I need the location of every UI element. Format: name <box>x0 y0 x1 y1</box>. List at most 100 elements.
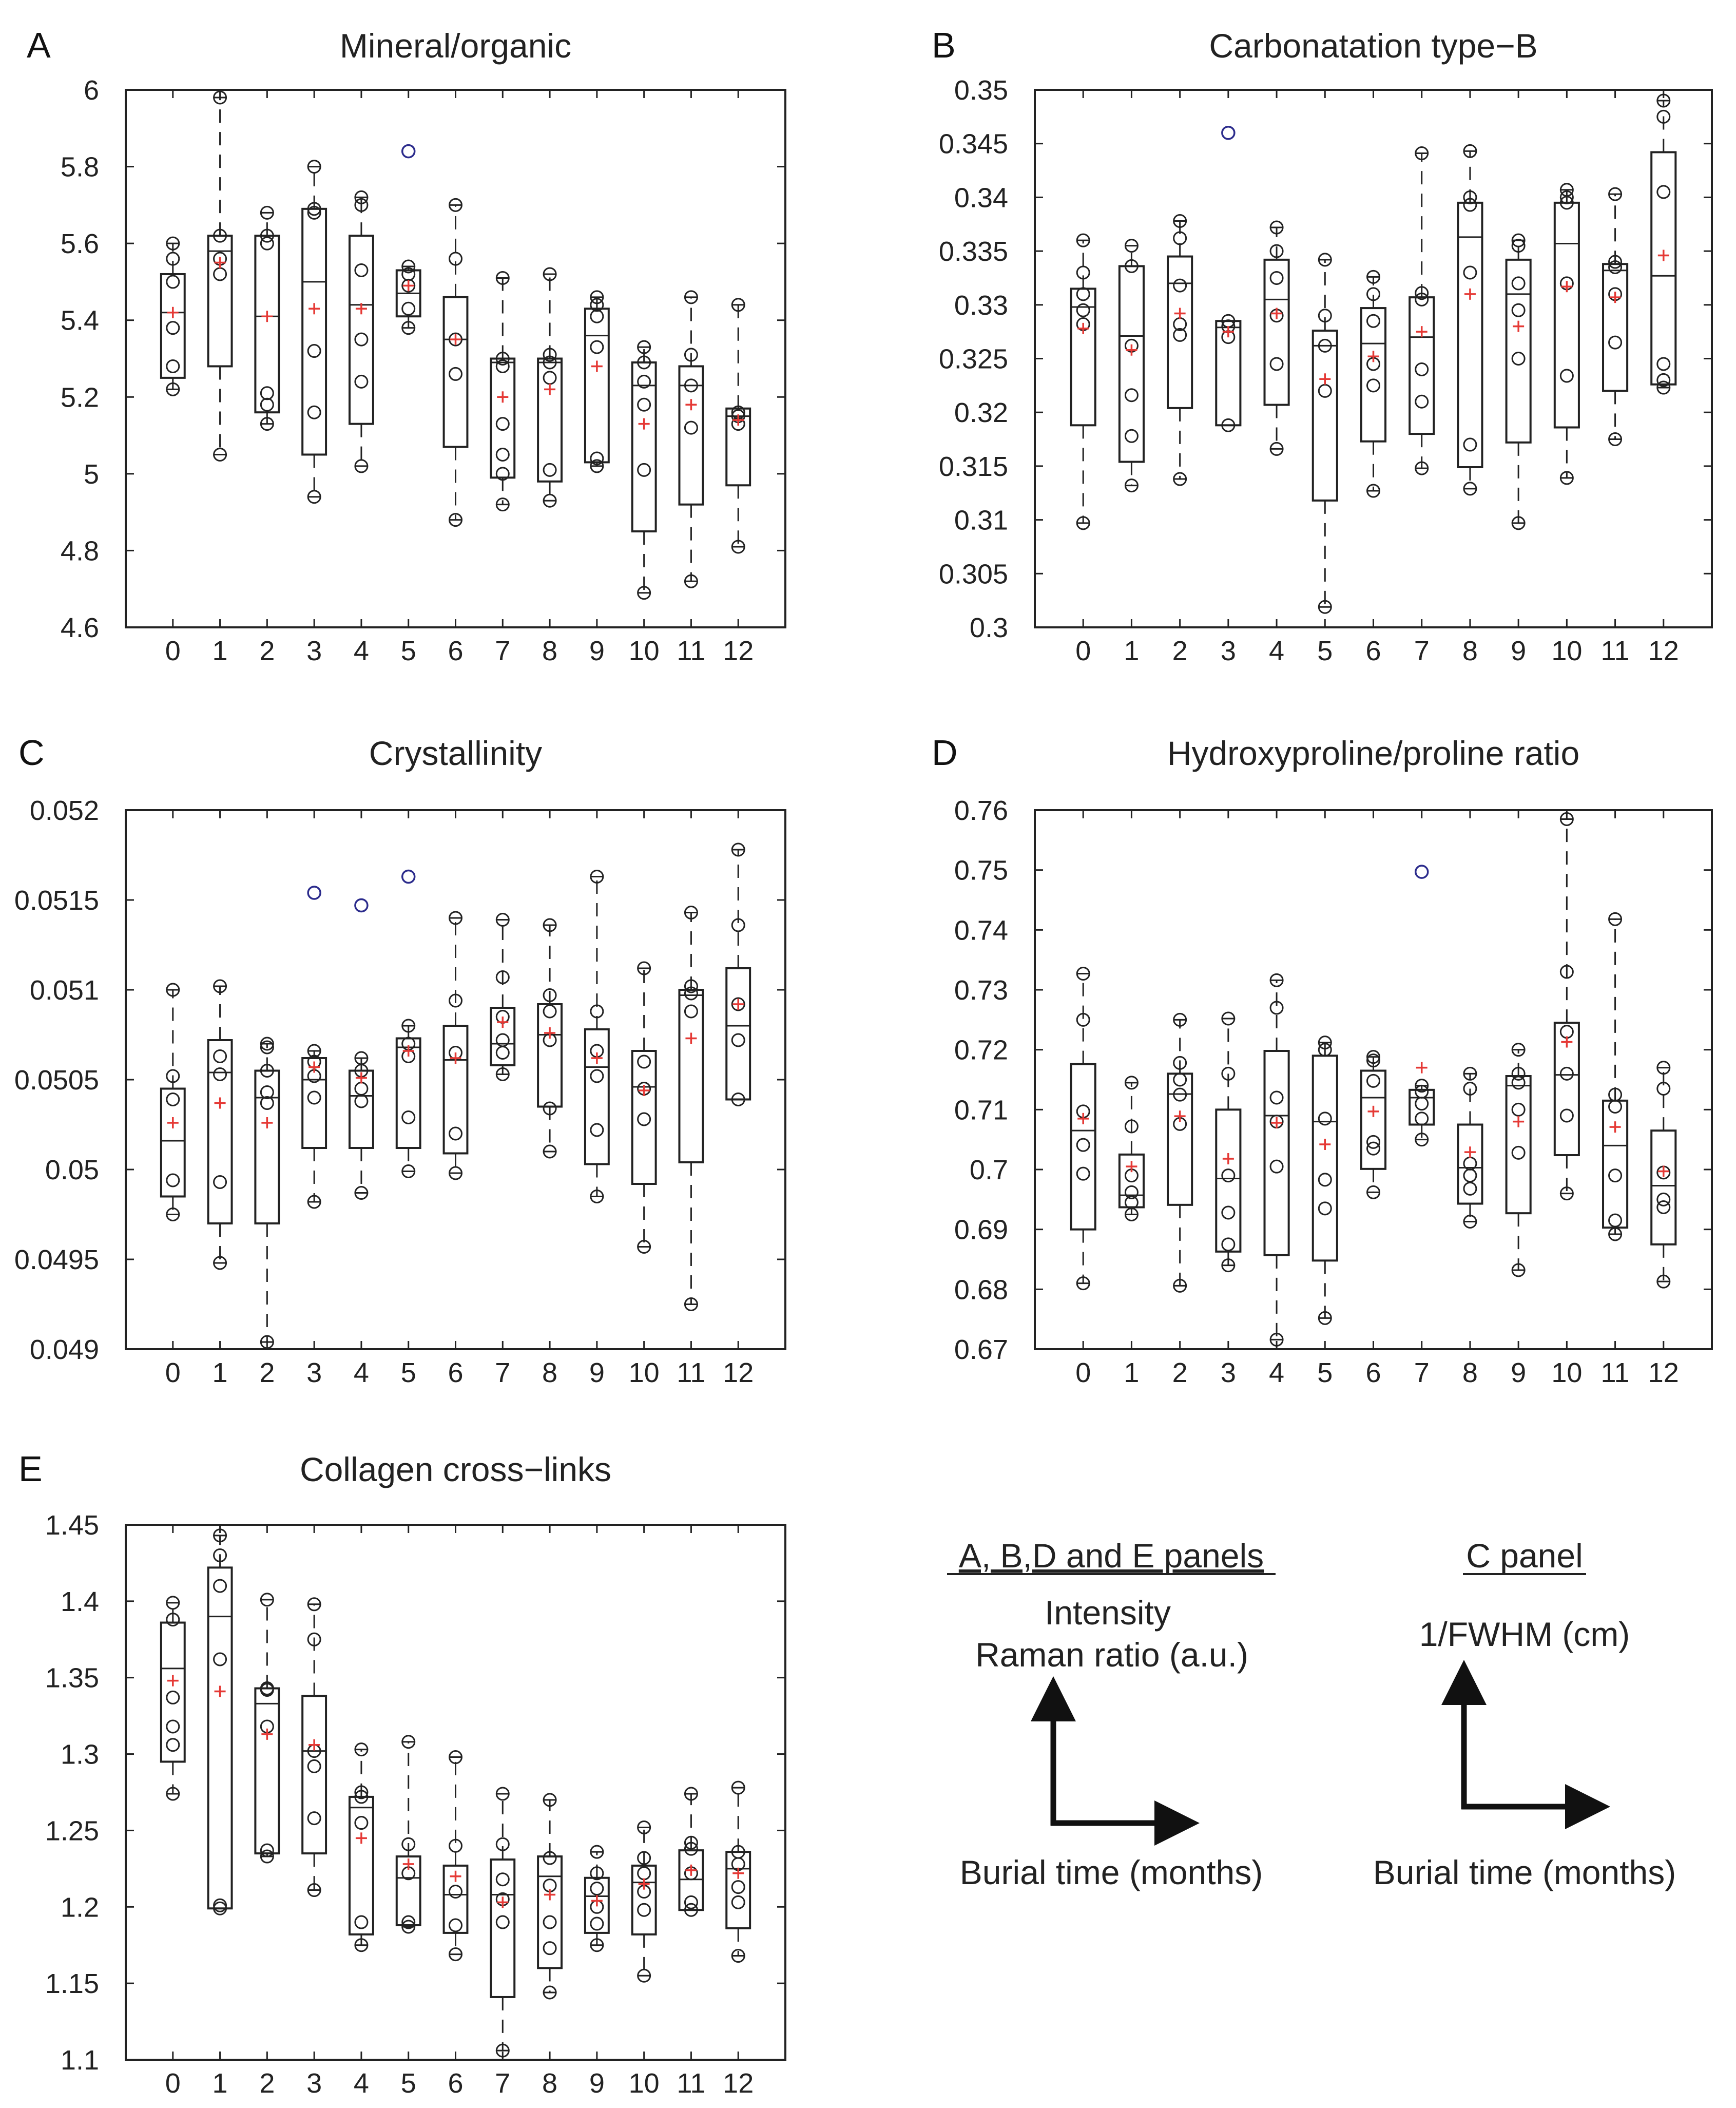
data-point <box>1366 1053 1380 1068</box>
box <box>1311 1055 1338 1262</box>
data-point <box>1318 1043 1332 1057</box>
box <box>537 1855 563 1969</box>
box-group-5 <box>1311 253 1338 614</box>
x-tick-label: 10 <box>1551 636 1582 666</box>
data-point <box>1221 1066 1236 1081</box>
data-point <box>1463 1215 1477 1229</box>
box-group-5 <box>1311 1036 1338 1325</box>
data-point <box>260 1064 274 1078</box>
data-point <box>1559 812 1574 826</box>
box <box>1167 255 1193 409</box>
x-tick-label: 7 <box>495 1357 510 1388</box>
box <box>1650 1129 1677 1245</box>
data-point <box>1173 1087 1187 1102</box>
data-point <box>1463 1181 1477 1196</box>
data-point <box>1415 1133 1429 1147</box>
data-point <box>1076 303 1090 317</box>
box <box>1263 258 1290 406</box>
box <box>1118 265 1145 463</box>
x-tick-label: 9 <box>1511 636 1526 666</box>
box-group-12 <box>1650 93 1677 395</box>
box <box>725 407 751 487</box>
y-tick-label: 1.2 <box>61 1892 99 1923</box>
data-point <box>590 1866 604 1881</box>
data-point <box>1269 1332 1284 1347</box>
data-point <box>590 1190 604 1203</box>
data-point <box>1366 270 1380 284</box>
data-point <box>354 459 369 473</box>
outlier-point <box>1221 126 1236 140</box>
data-point <box>543 1941 557 1956</box>
x-tick-label: 3 <box>306 636 322 666</box>
data-point <box>401 1837 416 1851</box>
box-group-12 <box>725 298 751 554</box>
data-point <box>1415 146 1429 161</box>
chart-title: Collagen cross−links <box>300 1450 611 1488</box>
data-point <box>354 1742 369 1757</box>
data-point <box>1269 271 1284 285</box>
legend-right-x-label: Burial time (months) <box>1373 1853 1676 1891</box>
y-tick-label: 0.33 <box>954 290 1008 321</box>
data-point <box>260 1593 274 1607</box>
data-point <box>1415 1079 1429 1093</box>
data-point <box>495 970 510 984</box>
legend-right-y-label: 1/FWHM (cm) <box>1419 1615 1630 1653</box>
x-tick-label: 3 <box>1221 636 1236 666</box>
x-tick-label: 5 <box>401 1357 416 1388</box>
data-point <box>590 290 604 304</box>
box <box>254 1687 280 1855</box>
box-group-4 <box>348 1742 374 1952</box>
box <box>207 1039 233 1224</box>
data-point <box>449 993 462 1008</box>
x-tick-label: 1 <box>213 2068 228 2099</box>
box <box>160 1621 186 1763</box>
data-point <box>1076 287 1090 301</box>
data-point <box>495 1915 510 1929</box>
data-point <box>1366 1050 1380 1064</box>
data-point <box>495 2043 510 2058</box>
box-group-2 <box>254 1593 280 1864</box>
data-point <box>731 918 745 932</box>
box <box>442 1864 469 1934</box>
data-point <box>213 979 227 993</box>
data-point <box>1173 1072 1187 1087</box>
data-point <box>401 259 416 274</box>
data-point <box>166 1738 180 1752</box>
box <box>1360 307 1387 443</box>
x-tick-label: 7 <box>1414 1357 1430 1388</box>
data-point <box>590 1069 604 1083</box>
box-group-10 <box>631 1820 657 1983</box>
data-point <box>1656 1274 1671 1289</box>
data-point <box>731 1093 745 1106</box>
outlier-point <box>401 144 416 159</box>
box-group-4 <box>1263 220 1290 456</box>
data-point <box>684 1895 698 1909</box>
data-point <box>213 1548 227 1563</box>
y-tick-label: 1.3 <box>61 1739 99 1770</box>
data-point <box>1415 1112 1429 1126</box>
data-point <box>1269 1001 1284 1015</box>
data-point <box>495 1872 510 1887</box>
data-point <box>1656 93 1671 108</box>
data-point <box>590 451 604 466</box>
data-point <box>401 1915 416 1929</box>
box-group-9 <box>1505 1043 1532 1277</box>
data-point <box>495 359 510 373</box>
data-point <box>637 1851 651 1865</box>
data-point <box>1269 1090 1284 1105</box>
box <box>160 273 186 379</box>
data-point <box>166 252 180 266</box>
data-point <box>1076 516 1090 530</box>
data-point <box>684 986 698 1001</box>
data-point <box>1608 1100 1623 1114</box>
data-point <box>1124 388 1139 403</box>
x-tick-label: 4 <box>354 2068 369 2099</box>
data-point <box>1318 338 1332 353</box>
data-point <box>1608 335 1623 350</box>
box-group-6 <box>1360 1050 1387 1199</box>
data-point <box>1511 1066 1526 1081</box>
data-point <box>1559 183 1574 197</box>
data-point <box>166 1787 180 1801</box>
data-point <box>307 1883 321 1898</box>
x-tick-label: 11 <box>677 2068 705 2099</box>
